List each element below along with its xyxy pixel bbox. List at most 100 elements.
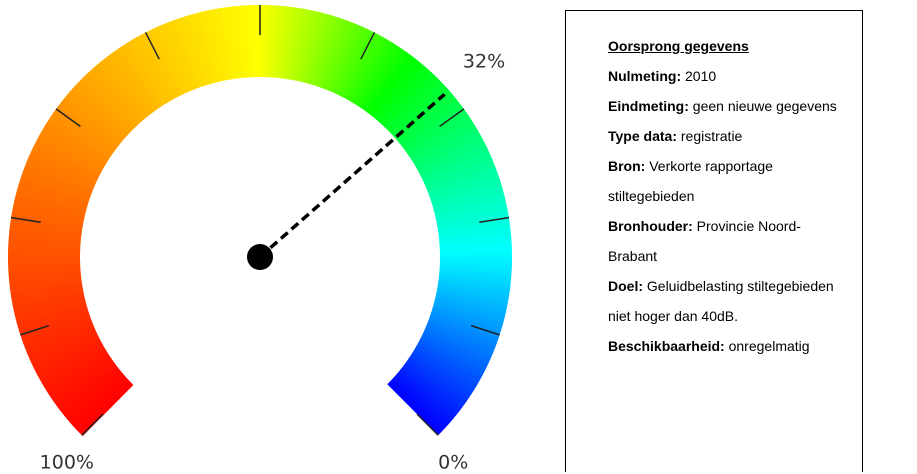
gauge-band	[426, 320, 496, 352]
gauge-band	[148, 28, 184, 96]
gauge-band	[417, 340, 484, 380]
gauge-band	[160, 23, 193, 92]
gauge-band	[434, 296, 506, 318]
gauge-band	[410, 351, 475, 395]
gauge-band	[391, 376, 449, 429]
gauge-band	[409, 354, 473, 398]
gauge-band	[93, 63, 145, 122]
gauge-band	[296, 10, 317, 82]
gauge-band	[389, 379, 446, 433]
gauge-band	[58, 365, 119, 414]
gauge-band	[80, 75, 135, 131]
gauge-band	[395, 371, 454, 423]
gauge-band	[397, 94, 456, 144]
gauge-band	[56, 362, 117, 410]
gauge-band	[97, 61, 147, 120]
gauge-band	[21, 170, 91, 200]
gauge-band	[277, 6, 291, 79]
gauge-band	[405, 107, 467, 154]
gauge-band	[426, 161, 496, 193]
gauge-band	[41, 127, 106, 168]
gauge-band	[362, 49, 409, 112]
gauge-band	[176, 17, 205, 88]
gauge-band	[52, 108, 115, 155]
info-value: registratie	[680, 128, 743, 144]
gauge-band	[377, 65, 429, 124]
info-label: Beschikbaarheid:	[608, 338, 725, 354]
gauge-band	[34, 138, 102, 177]
gauge-band	[74, 81, 131, 135]
gauge-band	[317, 18, 347, 88]
info-label: Eindmeting:	[608, 98, 689, 114]
gauge-band	[425, 157, 494, 190]
gauge-band	[43, 349, 108, 392]
gauge-band	[421, 332, 489, 368]
gauge-band	[367, 54, 416, 116]
gauge-band	[31, 146, 99, 182]
gauge-band	[372, 60, 422, 120]
gauge-band	[15, 300, 87, 324]
gauge-band	[399, 97, 459, 147]
gauge-band	[129, 38, 170, 104]
gauge-band	[346, 35, 386, 102]
gauge-band	[399, 367, 460, 416]
gauge-band	[418, 337, 486, 376]
gauge-band	[24, 162, 94, 194]
gauge-band	[419, 141, 487, 179]
gauge-band	[21, 315, 92, 345]
gauge-band	[37, 341, 104, 381]
gauge-band	[189, 13, 214, 85]
gauge-band	[397, 369, 457, 419]
info-row: Eindmeting: geen nieuwe gegevens	[608, 91, 842, 121]
gauge-band	[50, 112, 113, 158]
gauge-band	[114, 48, 160, 111]
gauge-band	[429, 314, 499, 344]
gauge-band	[439, 265, 512, 275]
gauge-band	[403, 362, 465, 409]
gauge-band	[326, 22, 359, 92]
gauge-band	[408, 114, 472, 159]
gauge-band	[66, 91, 125, 143]
gauge-band	[68, 88, 127, 140]
gauge-band	[428, 169, 499, 199]
gauge-band	[390, 84, 448, 137]
gauge-band	[405, 359, 468, 406]
gauge-band	[117, 45, 162, 109]
gauge-band	[401, 100, 462, 149]
gauge-band	[9, 226, 82, 240]
gauge-band	[271, 5, 282, 78]
tick-mark	[479, 216, 510, 224]
gauge-band	[18, 179, 89, 206]
gauge-band	[413, 126, 479, 167]
gauge-band	[439, 255, 512, 262]
gauge-band	[425, 323, 495, 356]
info-label: Bron:	[608, 158, 646, 174]
tick-mark	[144, 32, 160, 60]
gauge-band	[16, 187, 87, 212]
info-row: Nulmeting: 2010	[608, 61, 842, 91]
gauge-band	[433, 190, 505, 214]
info-label: Nulmeting:	[608, 68, 682, 84]
gauge-band	[38, 131, 105, 171]
gauge-band	[32, 142, 100, 179]
needle	[258, 93, 446, 259]
gauge-band	[329, 24, 363, 93]
gauge-band	[332, 26, 367, 94]
gauge-band	[320, 19, 351, 89]
gauge-band	[436, 290, 508, 310]
gauge-band	[412, 122, 477, 165]
gauge-band	[41, 347, 107, 388]
gauge-band	[36, 134, 103, 174]
gauge-band	[29, 150, 97, 185]
info-label: Type data:	[608, 128, 677, 144]
gauge-band	[8, 239, 81, 249]
gauge-band	[60, 98, 121, 147]
gauge-band	[8, 235, 81, 246]
gauge-band	[69, 375, 127, 427]
gauge-band	[103, 55, 152, 116]
gauge-band	[168, 20, 199, 90]
gauge-band	[9, 221, 82, 236]
gauge-band	[48, 355, 112, 400]
gauge-band	[75, 379, 132, 434]
